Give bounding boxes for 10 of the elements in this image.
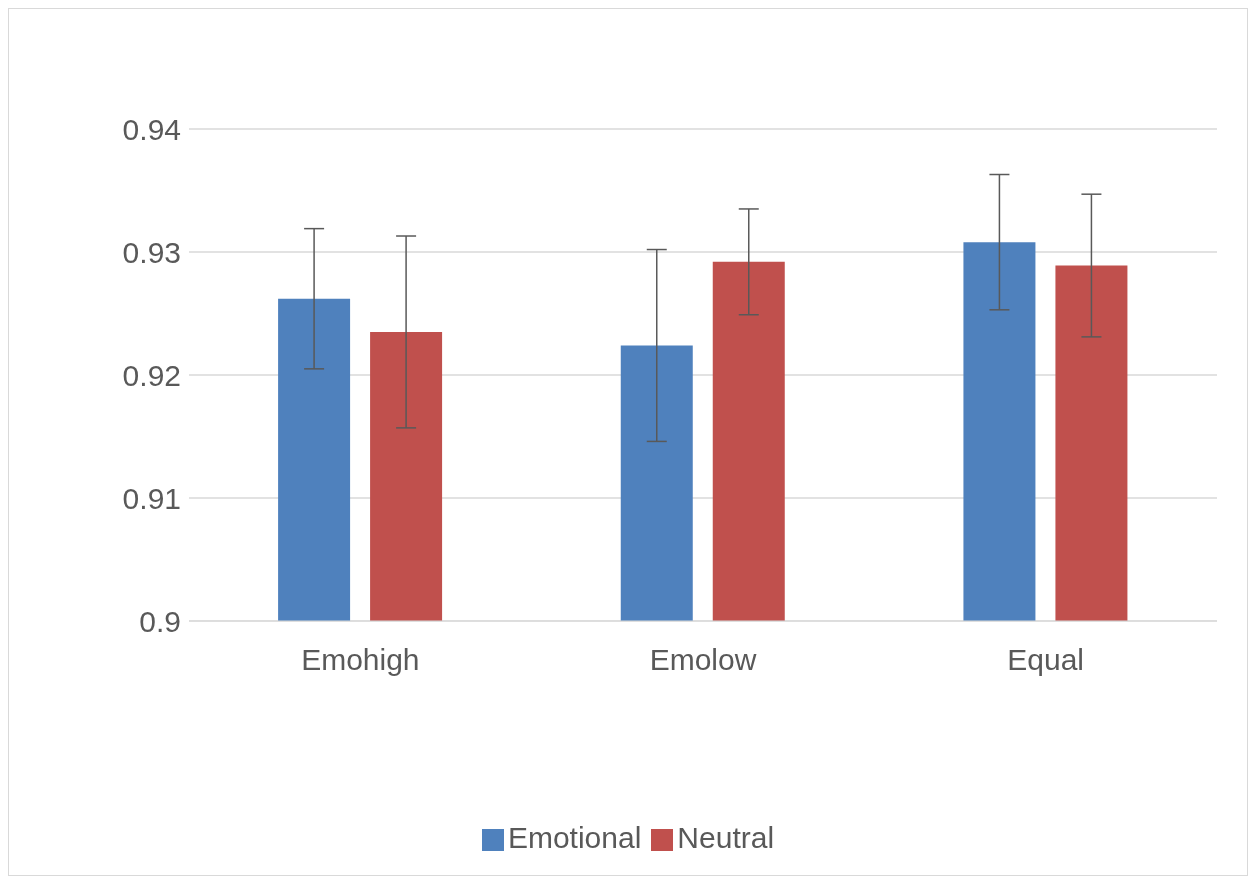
x-tick-label: Equal xyxy=(1007,643,1085,677)
y-tick-label: 0.94 xyxy=(122,112,181,146)
y-tick-label: 0.92 xyxy=(122,358,181,392)
legend-label: Neutral xyxy=(677,821,775,854)
x-tick-label: Emohigh xyxy=(301,643,420,677)
x-tick-label: Emolow xyxy=(649,643,757,677)
legend-label: Emotional xyxy=(507,821,642,854)
y-tick-label: 0.9 xyxy=(139,604,181,638)
y-tick-label: 0.93 xyxy=(122,235,181,269)
y-tick-label: 0.91 xyxy=(122,481,181,515)
